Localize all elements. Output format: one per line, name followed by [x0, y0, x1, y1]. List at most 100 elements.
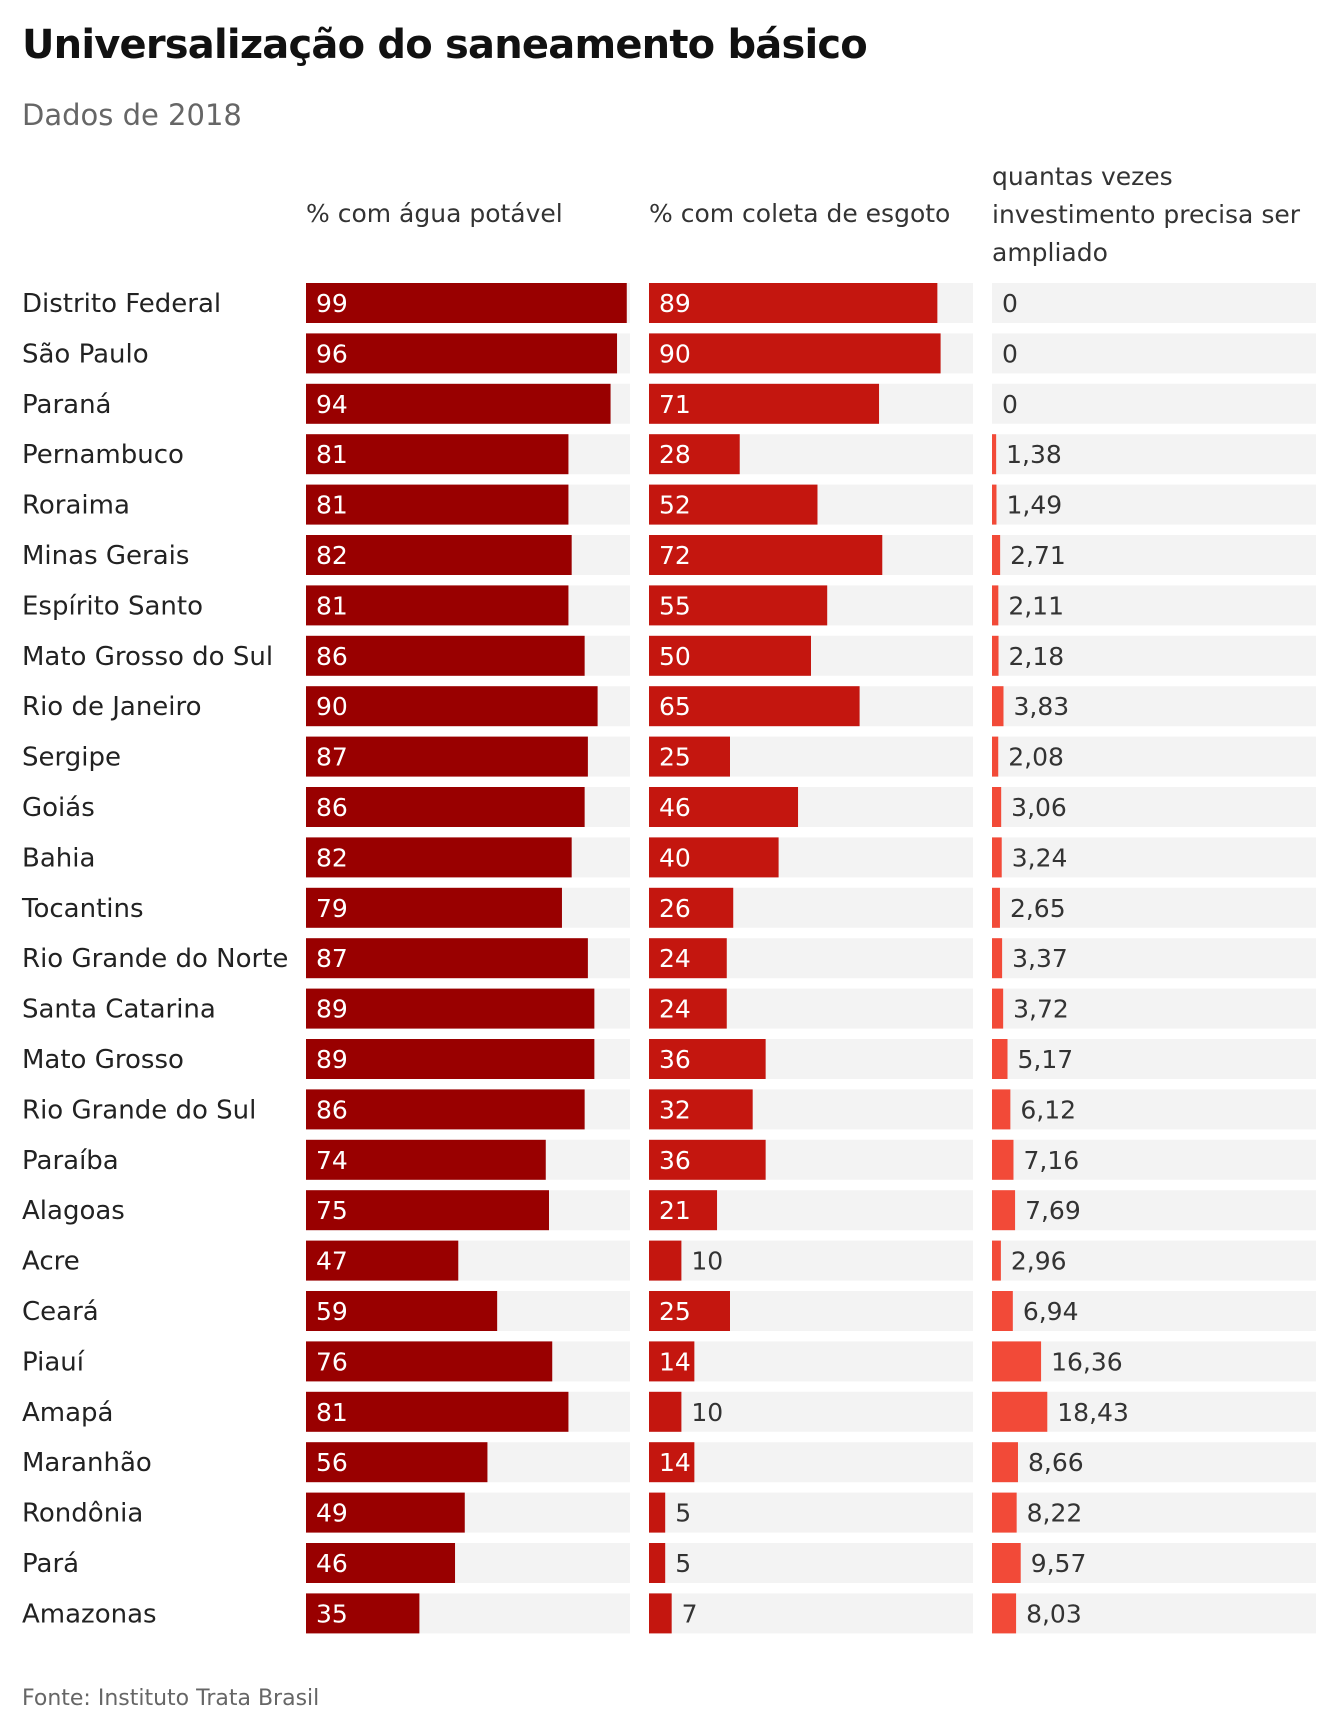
bar-sewage — [649, 1492, 666, 1533]
bar-investment — [992, 1341, 1042, 1382]
state-label: Mato Grosso do Sul — [22, 642, 273, 672]
state-label: Minas Gerais — [22, 541, 189, 571]
bar-investment — [992, 887, 1000, 928]
state-label: Rio de Janeiro — [22, 692, 202, 722]
data-label-water: 89 — [316, 1045, 348, 1074]
state-label: Acre — [22, 1247, 80, 1277]
data-label-investment: 2,71 — [1010, 541, 1066, 570]
data-label-investment: 2,08 — [1008, 743, 1064, 772]
bar-investment — [992, 1391, 1048, 1432]
bar-track-investment — [992, 938, 1316, 979]
bar-water — [306, 736, 588, 777]
bar-track-investment — [992, 1190, 1316, 1231]
data-label-sewage: 36 — [659, 1045, 691, 1074]
data-label-sewage: 21 — [659, 1196, 691, 1225]
data-label-sewage: 25 — [659, 743, 691, 772]
state-label: Pernambuco — [22, 440, 184, 470]
bar-track-investment — [992, 283, 1316, 323]
data-label-water: 94 — [316, 390, 348, 419]
data-label-sewage: 25 — [659, 1297, 691, 1326]
bar-investment — [992, 1593, 1017, 1634]
data-label-water: 79 — [316, 894, 348, 923]
bar-track-investment — [992, 1341, 1316, 1382]
bar-investment — [992, 1089, 1011, 1130]
state-label: Tocantins — [21, 894, 144, 924]
bar-investment — [992, 1139, 1014, 1180]
bar-track-investment — [992, 1039, 1316, 1079]
bar-track-investment — [992, 585, 1316, 626]
bar-water — [306, 988, 595, 1029]
data-label-sewage: 72 — [659, 541, 691, 570]
bar-track-investment — [992, 484, 1316, 525]
bar-investment — [992, 787, 1002, 827]
data-label-water: 47 — [316, 1247, 348, 1276]
bar-sewage — [649, 585, 828, 626]
data-label-sewage: 5 — [675, 1549, 691, 1578]
data-label-sewage: 10 — [691, 1398, 723, 1427]
bar-water — [306, 1391, 569, 1432]
bar-track-sewage — [649, 1341, 973, 1382]
bar-track-investment — [992, 736, 1316, 777]
bar-investment — [992, 938, 1003, 979]
state-label: Rondônia — [22, 1499, 143, 1529]
bar-water — [306, 1190, 549, 1231]
data-label-investment: 3,72 — [1013, 995, 1069, 1024]
data-label-water: 87 — [316, 944, 348, 973]
data-label-water: 87 — [316, 743, 348, 772]
state-label: São Paulo — [22, 339, 149, 369]
bar-water — [306, 383, 611, 424]
data-label-investment: 0 — [1002, 289, 1018, 318]
state-label: Sergipe — [22, 743, 121, 773]
data-label-investment: 2,11 — [1008, 591, 1064, 620]
bar-track-investment — [992, 1543, 1316, 1583]
state-label: Rio Grande do Norte — [22, 944, 288, 974]
state-label: Pará — [22, 1549, 79, 1579]
bar-track-investment — [992, 1492, 1316, 1533]
data-label-water: 59 — [316, 1297, 348, 1326]
bar-sewage — [649, 1291, 730, 1331]
bar-track-sewage — [649, 1543, 973, 1583]
data-label-water: 75 — [316, 1196, 348, 1225]
bar-track-investment — [992, 1593, 1316, 1634]
bar-water — [306, 686, 598, 727]
data-label-sewage: 24 — [659, 995, 691, 1024]
data-label-water: 81 — [316, 440, 348, 469]
bar-investment — [992, 535, 1001, 575]
data-label-water: 89 — [316, 995, 348, 1024]
bar-water — [306, 635, 585, 676]
bar-water — [306, 1089, 585, 1130]
data-label-water: 74 — [316, 1146, 348, 1175]
bar-track-investment — [992, 837, 1316, 878]
state-label: Rio Grande do Sul — [22, 1095, 256, 1125]
bar-investment — [992, 837, 1002, 878]
data-label-investment: 7,16 — [1023, 1146, 1079, 1175]
data-label-water: 49 — [316, 1499, 348, 1528]
bar-track-sewage — [649, 1391, 973, 1432]
bar-investment — [992, 686, 1004, 727]
bar-sewage — [649, 787, 799, 827]
bar-investment — [992, 1240, 1001, 1281]
bar-sewage — [649, 434, 740, 475]
data-label-sewage: 28 — [659, 440, 691, 469]
data-label-investment: 6,94 — [1023, 1297, 1079, 1326]
bar-track-investment — [992, 787, 1316, 827]
data-label-investment: 0 — [1002, 390, 1018, 419]
bar-track-sewage — [649, 1240, 973, 1281]
state-label: Piauí — [22, 1347, 85, 1377]
bar-sewage — [649, 383, 880, 424]
bar-investment — [992, 1190, 1016, 1231]
bar-investment — [992, 988, 1004, 1029]
bar-sewage — [649, 1543, 666, 1583]
bar-water — [306, 938, 588, 979]
state-label: Mato Grosso — [22, 1045, 184, 1075]
bar-track-investment — [992, 988, 1316, 1029]
bar-sewage — [649, 484, 818, 525]
state-label: Distrito Federal — [22, 289, 221, 319]
state-label: Amapá — [22, 1398, 113, 1428]
bar-water — [306, 1240, 459, 1281]
bar-track-investment — [992, 1139, 1316, 1180]
data-label-investment: 16,36 — [1051, 1347, 1123, 1376]
data-label-investment: 8,22 — [1027, 1499, 1083, 1528]
data-label-investment: 5,17 — [1018, 1045, 1074, 1074]
data-label-water: 46 — [316, 1549, 348, 1578]
